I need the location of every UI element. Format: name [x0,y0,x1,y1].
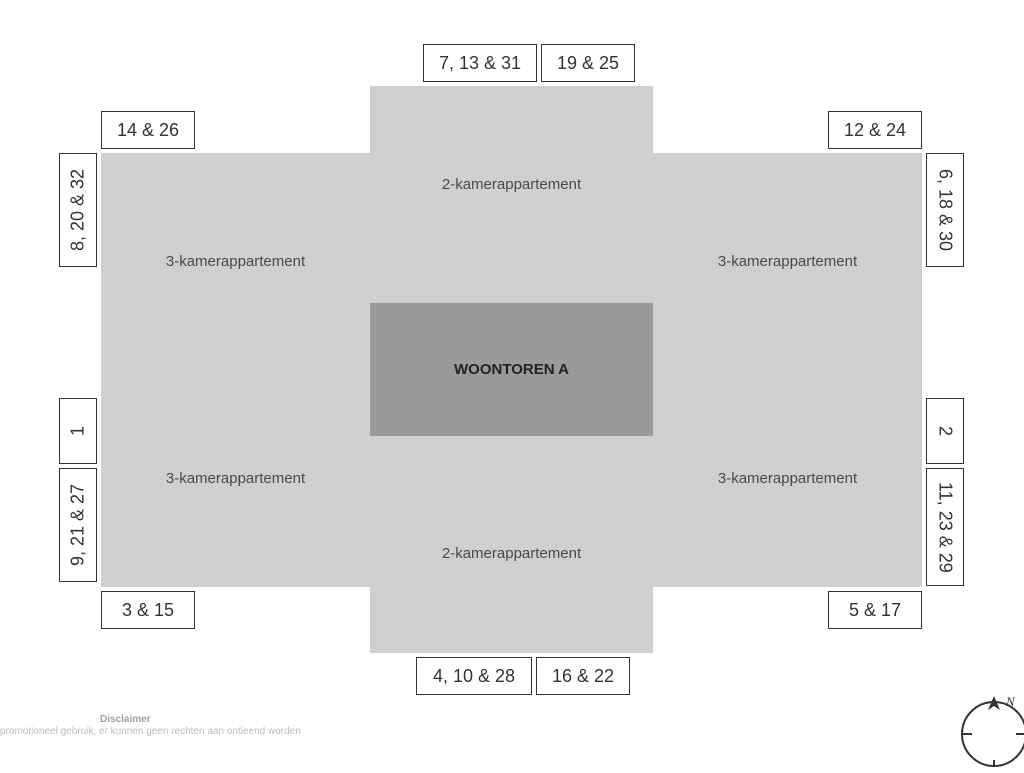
tag-4-10-28: 4, 10 & 28 [416,657,532,695]
tag-2-text: 2 [935,426,956,436]
tag-8-20-32: 8, 20 & 32 [59,153,97,267]
tag-7-13-31-text: 7, 13 & 31 [439,53,521,74]
tag-6-18-30-text: 6, 18 & 30 [935,169,956,251]
tag-5-17-text: 5 & 17 [849,600,901,621]
tag-1-text: 1 [68,426,89,436]
core-block: WOONTOREN A [370,303,653,436]
tag-6-18-30: 6, 18 & 30 [926,153,964,267]
apt-right-lower: 3-kamerappartement [653,370,922,587]
apt-left-lower: 3-kamerappartement [101,370,370,587]
tag-11-23-29-text: 11, 23 & 29 [935,482,956,573]
apt-right-upper: 3-kamerappartement [653,153,922,370]
tag-12-24-text: 12 & 24 [844,120,906,141]
tag-3-15-text: 3 & 15 [122,600,174,621]
compass-icon: N [954,688,1024,768]
tag-11-23-29: 11, 23 & 29 [926,468,964,586]
tag-5-17: 5 & 17 [828,591,922,629]
tag-14-26-text: 14 & 26 [117,120,179,141]
tag-19-25-text: 19 & 25 [557,53,619,74]
tag-14-26: 14 & 26 [101,111,195,149]
tag-2: 2 [926,398,964,464]
compass-n-label: N [1005,694,1016,709]
tag-3-15: 3 & 15 [101,591,195,629]
tag-1: 1 [59,398,97,464]
apt-bottom-label: 2-kamerappartement [442,545,581,562]
tag-4-10-28-text: 4, 10 & 28 [433,666,515,687]
tag-16-22: 16 & 22 [536,657,630,695]
disclaimer-body: promotioneel gebruik, er kunnen geen rec… [0,726,301,737]
apt-left-lower-label: 3-kamerappartement [166,470,305,487]
disclaimer-title: Disclaimer [100,714,320,725]
apt-top: 2-kamerappartement [370,86,653,303]
floorplan-canvas: 2-kamerappartement 3-kamerappartement 3-… [0,0,1024,768]
tag-9-21-27-text: 9, 21 & 27 [68,484,89,566]
tag-7-13-31: 7, 13 & 31 [423,44,537,82]
core-label: WOONTOREN A [454,361,569,378]
tag-16-22-text: 16 & 22 [552,666,614,687]
tag-9-21-27: 9, 21 & 27 [59,468,97,582]
apt-left-upper-label: 3-kamerappartement [166,253,305,270]
apt-right-lower-label: 3-kamerappartement [718,470,857,487]
tag-8-20-32-text: 8, 20 & 32 [68,169,89,251]
apt-right-upper-label: 3-kamerappartement [718,253,857,270]
disclaimer: Disclaimer promotioneel gebruik, er kunn… [0,714,320,737]
apt-bottom: 2-kamerappartement [370,436,653,653]
tag-19-25: 19 & 25 [541,44,635,82]
apt-top-label: 2-kamerappartement [442,176,581,193]
apt-left-upper: 3-kamerappartement [101,153,370,370]
tag-12-24: 12 & 24 [828,111,922,149]
